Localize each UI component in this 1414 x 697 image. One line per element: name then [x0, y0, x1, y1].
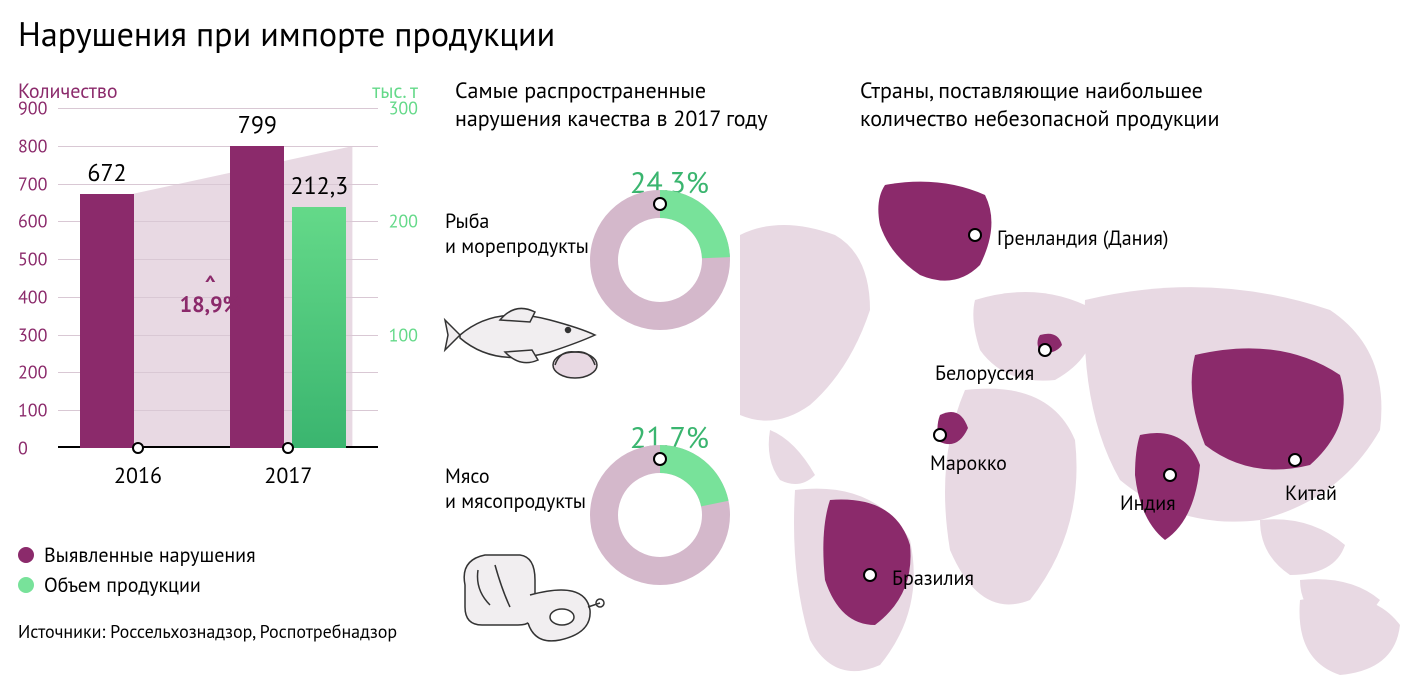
y-left-tick: 400 — [18, 285, 58, 308]
country-label: Бразилия — [892, 565, 974, 591]
country-marker — [933, 428, 947, 442]
legend-swatch — [18, 547, 34, 563]
country-marker — [863, 568, 877, 582]
y-left-tick: 800 — [18, 134, 58, 157]
y-left-tick: 100 — [18, 399, 58, 422]
y-left-tick: 0 — [18, 437, 58, 460]
page-title: Нарушения при импорте продукции — [18, 12, 555, 56]
map-section-title: Страны, поставляющие наибольшее количест… — [860, 78, 1290, 133]
donuts-section-title: Самые распространенные нарушения качеств… — [455, 78, 775, 133]
country-marker — [1288, 453, 1302, 467]
x-marker — [132, 442, 144, 454]
fish-icon — [440, 280, 610, 390]
donut-fish-label: Рыбаи морепродукты — [445, 209, 589, 259]
bar-label: 212,3 — [291, 170, 349, 201]
country-marker — [1163, 468, 1177, 482]
y-left-tick: 700 — [18, 172, 58, 195]
donut-fish: 24,3% Рыбаи морепродукты — [455, 185, 775, 405]
x-tick: 2016 — [114, 462, 162, 490]
y-right-tick: 200 — [378, 210, 418, 233]
y-left-tick: 300 — [18, 323, 58, 346]
legend-label: Выявленные нарушения — [44, 540, 256, 570]
legend-swatch — [18, 577, 34, 593]
gridline — [58, 108, 378, 109]
legend-item: Объем продукции — [18, 570, 256, 600]
y-right-tick: 100 — [378, 323, 418, 346]
donut-meat: 21,7% Мясои мясопродукты — [455, 440, 775, 670]
legend-item: Выявленные нарушения — [18, 540, 256, 570]
country-marker — [1038, 343, 1052, 357]
donut-fish-marker — [653, 197, 667, 211]
x-marker — [282, 442, 294, 454]
country-marker — [968, 228, 982, 242]
world-map-svg — [740, 180, 1400, 690]
y-left-tick: 600 — [18, 210, 58, 233]
bar-volume — [292, 207, 346, 448]
bar-chart: Количество тыс. т 0100200300400500600700… — [18, 78, 418, 488]
country-label: Гренландия (Дания) — [997, 225, 1169, 251]
gridline — [58, 146, 378, 147]
source-text: Источники: Россельхознадзор, Роспотребна… — [18, 620, 397, 643]
world-map: Гренландия (Дания) Белоруссия Марокко Брази… — [740, 180, 1400, 680]
y-left-tick: 900 — [18, 97, 58, 120]
bar-label: 799 — [238, 109, 277, 140]
bar-label: 672 — [87, 157, 126, 188]
meat-icon — [440, 535, 610, 655]
country-label: Белоруссия — [935, 360, 1034, 386]
legend: Выявленные нарушенияОбъем продукции — [18, 540, 256, 600]
bar-violations — [80, 194, 134, 448]
y-right-tick: 300 — [378, 97, 418, 120]
country-label: Индия — [1120, 490, 1176, 516]
country-label: Марокко — [930, 450, 1007, 476]
y-left-tick: 500 — [18, 248, 58, 271]
x-tick: 2017 — [264, 462, 312, 490]
donut-meat-label: Мясои мясопродукты — [445, 464, 586, 514]
growth-indicator: ^18,9% — [180, 278, 241, 319]
donut-meat-marker — [653, 452, 667, 466]
y-left-tick: 200 — [18, 361, 58, 384]
country-label: Китай — [1285, 480, 1337, 506]
legend-label: Объем продукции — [44, 570, 201, 600]
